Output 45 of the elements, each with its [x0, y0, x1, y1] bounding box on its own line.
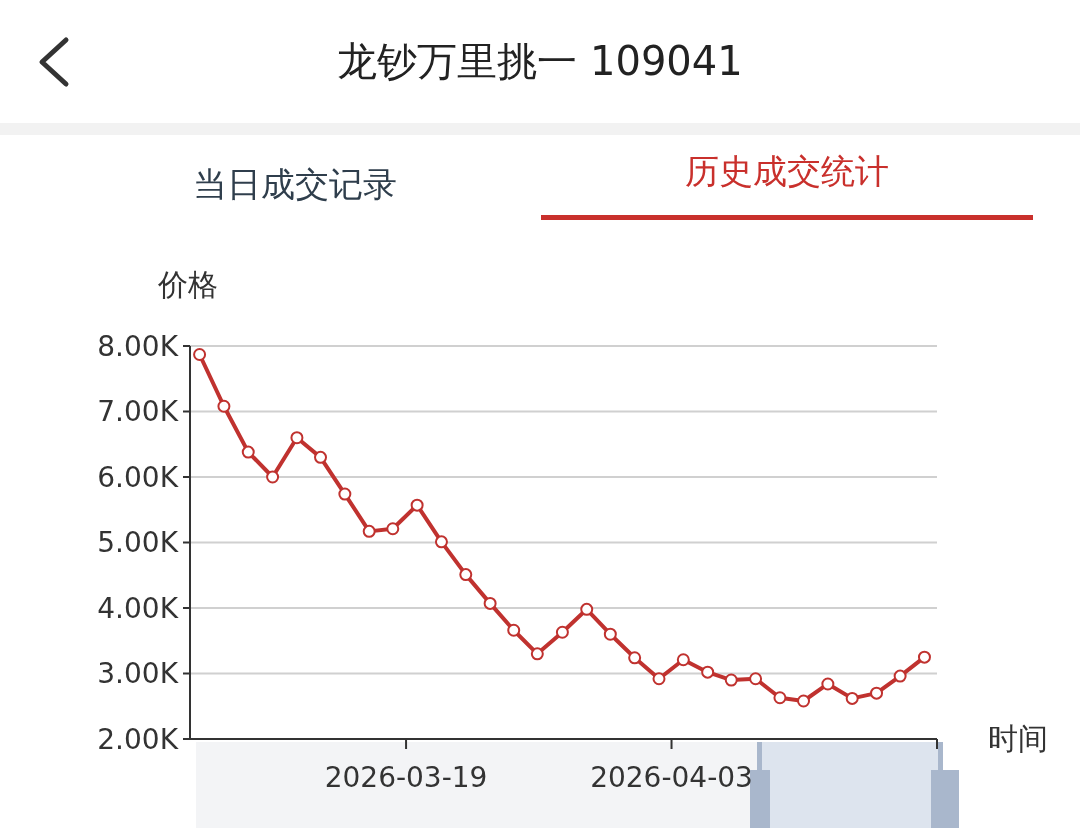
- point: [821, 677, 835, 691]
- y-axis-title: 价格: [157, 267, 218, 302]
- y-tick-label: 3.00K: [97, 657, 179, 691]
- y-tick-label: 6.00K: [97, 460, 179, 494]
- y-tick-label: 4.00K: [97, 591, 179, 625]
- point: [580, 602, 594, 616]
- y-tick-label: 7.00K: [97, 395, 179, 429]
- point: [362, 524, 376, 538]
- point: [193, 348, 207, 362]
- point: [917, 650, 931, 664]
- point: [628, 651, 642, 665]
- point: [530, 647, 544, 661]
- point: [290, 431, 304, 445]
- y-tick-label: 2.00K: [97, 722, 179, 756]
- point: [797, 694, 811, 708]
- point: [555, 625, 569, 639]
- point: [893, 669, 907, 683]
- point: [507, 623, 521, 637]
- point: [410, 498, 424, 512]
- point: [773, 691, 787, 705]
- point: [314, 450, 328, 464]
- x-tick-label: 2026-04-03: [590, 761, 753, 794]
- x-tick-label: 2026-03-19: [324, 761, 488, 794]
- point: [749, 672, 763, 686]
- point: [266, 470, 280, 484]
- point: [241, 445, 255, 459]
- point: [676, 653, 690, 667]
- point: [870, 686, 884, 700]
- y-tick-label: 8.00K: [97, 329, 179, 363]
- point: [434, 535, 448, 549]
- point: [845, 691, 859, 705]
- text: 历史成交统计: [685, 151, 889, 191]
- point: [652, 672, 666, 686]
- chart-title: 龙钞万里挑一 109041: [337, 38, 743, 84]
- point: [459, 568, 473, 582]
- point: [701, 665, 715, 679]
- x-axis-title: 时间: [988, 721, 1048, 756]
- point: [483, 596, 497, 610]
- point: [386, 522, 400, 536]
- point: [338, 487, 352, 501]
- point: [724, 673, 738, 687]
- text: 当日成交记录: [193, 164, 397, 204]
- point: [603, 627, 617, 641]
- y-tick-label: 5.00K: [97, 526, 179, 560]
- point: [217, 399, 231, 413]
